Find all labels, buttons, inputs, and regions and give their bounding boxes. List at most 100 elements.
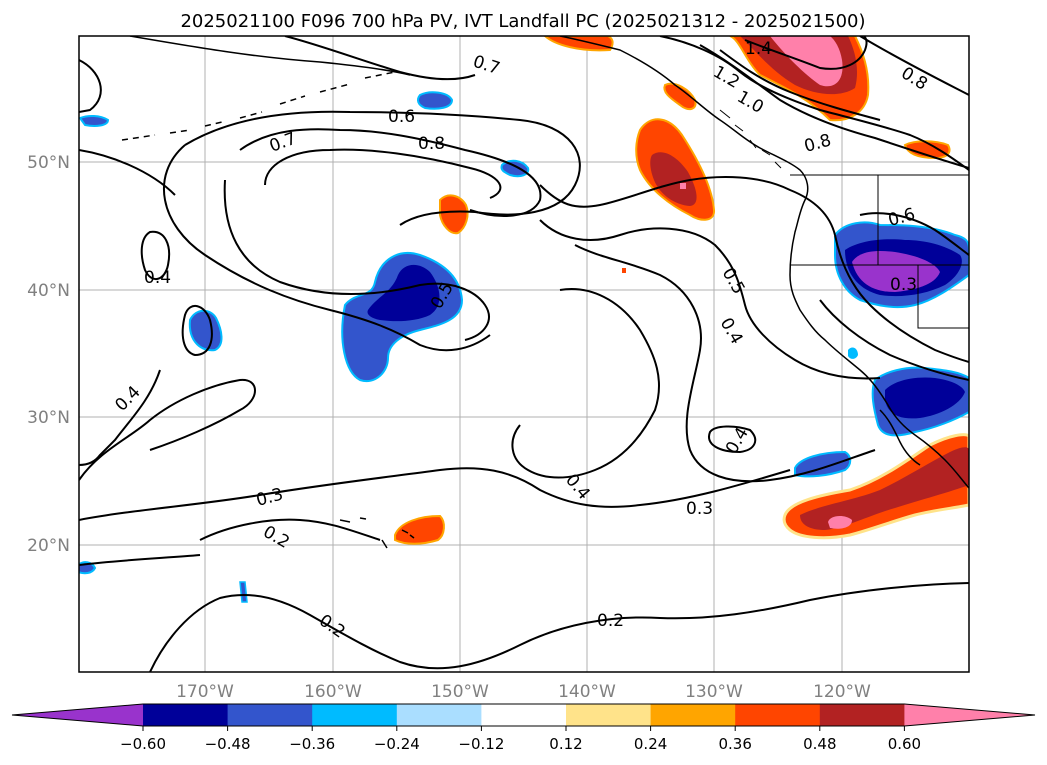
contour-0.6-mid <box>539 176 836 236</box>
colorbar-tick-label: 0.24 <box>634 735 667 753</box>
positive-anomaly-fills <box>394 36 969 545</box>
colorbar: −0.60 −0.48 −0.36 −0.24 −0.12 0.12 0.24 0.36 0.4… <box>11 703 1036 753</box>
lon-label-130w: 130°W <box>685 682 743 702</box>
lon-label-140w: 140°W <box>558 682 616 702</box>
contour-0.7-north <box>284 36 476 81</box>
contour-0.4-closed-west <box>140 230 170 280</box>
lon-label-170w: 170°W <box>176 682 234 702</box>
fill-north-edge <box>543 36 614 52</box>
colorbar-extend-max <box>904 704 1035 726</box>
map-background <box>79 36 969 672</box>
contour-label: 1.4 <box>745 39 772 59</box>
coast-hawaii <box>339 517 415 549</box>
contour-0.4-coast <box>834 234 969 363</box>
fill-subtropical-small <box>794 450 852 478</box>
fill-bc-coast-max <box>680 183 686 189</box>
contour-label: 0.3 <box>686 499 713 519</box>
colorbar-tick-label: 0.48 <box>803 735 836 753</box>
contour-1.2 <box>719 49 881 121</box>
coast-north-america <box>559 36 969 489</box>
coast-aleutian-north <box>129 36 411 76</box>
contour-label: 0.3 <box>890 275 917 295</box>
map-panel: 0.7 1.4 1.2 1.0 0.8 0.6 0.7 0.8 0.8 0.6 … <box>78 35 970 673</box>
lat-label-50n: 50°N <box>27 153 70 173</box>
contour-label: 0.2 <box>597 611 624 631</box>
fill-north-pacific-small <box>416 91 454 110</box>
colorbar-tick-label: −0.12 <box>458 735 504 753</box>
contour-0.4-southwest <box>79 378 256 481</box>
colorbar-segment <box>143 704 229 726</box>
fill-bc-coast-core <box>650 152 697 206</box>
coastlines <box>121 36 969 549</box>
contour-0.5-west <box>79 149 176 196</box>
fill-small-dot <box>622 268 626 273</box>
fill-tiny-south <box>239 581 248 603</box>
contour-label: 0.4 <box>144 268 171 288</box>
coast-gulf-california <box>879 409 921 466</box>
longitude-labels: 170°W 160°W 150°W 140°W 130°W 120°W <box>176 682 871 702</box>
coast-aleutian-islands <box>121 71 396 141</box>
map-frame <box>78 35 970 673</box>
colorbar-tick-label: 0.12 <box>549 735 582 753</box>
colorbar-segment <box>481 704 567 726</box>
colorbar-tick-label: 0.60 <box>888 735 921 753</box>
contour-0.8-far-ne <box>859 36 969 96</box>
contour-label: 0.6 <box>388 107 415 127</box>
contour-0.4-main <box>574 244 876 483</box>
lon-label-160w: 160°W <box>304 682 362 702</box>
map-title: 2025021100 F096 700 hPa PV, IVT Landfall… <box>180 11 865 32</box>
colorbar-segment <box>396 704 482 726</box>
political-borders <box>790 174 969 329</box>
lat-label-40n: 40°N <box>27 281 70 301</box>
colorbar-extend-min <box>12 704 143 726</box>
colorbar-segment <box>312 704 398 726</box>
colorbar-segment <box>650 704 736 726</box>
contour-0.5 <box>539 219 881 380</box>
contour-0.2-north <box>199 518 381 541</box>
lon-label-150w: 150°W <box>431 682 489 702</box>
contour-0.4-sw-edge <box>79 369 161 466</box>
fill-north-bc-max <box>770 36 843 87</box>
colorbar-tick-label: 0.36 <box>718 735 751 753</box>
contour-1.0 <box>699 44 969 169</box>
latitude-labels: 50°N 40°N 30°N 20°N <box>27 153 70 556</box>
colorbar-segment <box>566 704 652 726</box>
fill-far-west-small <box>79 114 110 127</box>
colorbar-tick-label: −0.48 <box>205 735 251 753</box>
colorbar-tick-label: −0.36 <box>289 735 335 753</box>
contour-0.2-west <box>79 554 201 566</box>
colorbar-tick-label: −0.24 <box>374 735 420 753</box>
contour-0.3-main <box>79 467 791 521</box>
colorbar-tick-label: −0.60 <box>120 735 166 753</box>
fill-subtropical-jet-max <box>828 516 852 529</box>
contour-0.7-south <box>223 179 490 341</box>
fill-gulf-alaska <box>439 194 469 235</box>
fill-mid-pacific-small <box>500 159 530 178</box>
lat-label-20n: 20°N <box>27 536 70 556</box>
colorbar-segment <box>735 704 821 726</box>
fill-alaska-panhandle <box>663 82 697 111</box>
contour-0.3-coast <box>819 299 969 381</box>
contour-0.4-loop <box>511 288 661 479</box>
colorbar-segment <box>819 704 905 726</box>
fill-baja-core <box>885 377 965 419</box>
fill-west-pacific-small <box>188 309 223 352</box>
fill-subtropical-jet-core <box>800 447 969 530</box>
contour-far-nw <box>79 59 102 113</box>
fill-pacific-trough-core <box>367 264 440 322</box>
contour-0.2-south <box>149 582 969 672</box>
coast-bc-islands <box>719 109 782 169</box>
lon-label-120w: 120°W <box>813 682 871 702</box>
contour-0.4-closed-east <box>708 425 757 454</box>
contour-0.8-gyre <box>239 128 542 217</box>
contour-small-closed <box>181 305 213 357</box>
lat-label-30n: 30°N <box>27 408 70 428</box>
contour-0.8-inner <box>264 148 502 199</box>
contour-0.6-south <box>163 144 491 352</box>
fill-hawaii <box>394 514 445 545</box>
contour-1.4 <box>744 36 868 70</box>
pv-contours <box>79 36 969 672</box>
contour-0.6-coast <box>859 212 969 256</box>
fill-socal-small <box>848 347 858 359</box>
